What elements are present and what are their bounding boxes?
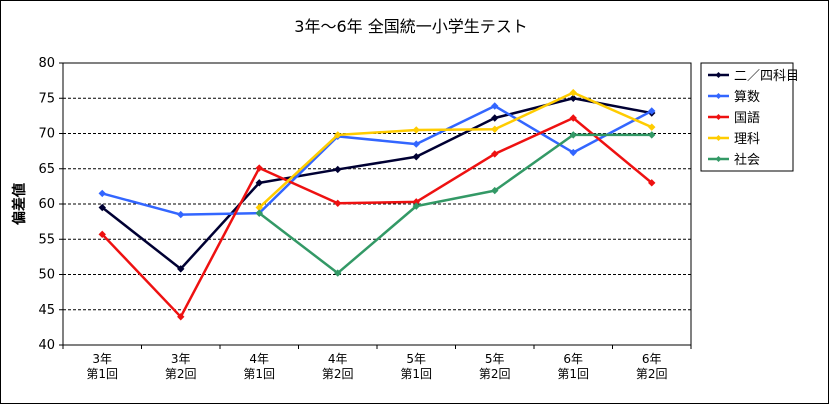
legend-item: 二／四科目 <box>708 69 799 84</box>
y-tick-label: 50 <box>38 268 55 283</box>
data-point <box>334 199 342 208</box>
legend-label: 算数 <box>734 90 760 105</box>
legend-item: 算数 <box>708 90 760 105</box>
data-point <box>334 131 342 139</box>
data-point <box>177 265 185 273</box>
legend-label: 理科 <box>734 132 760 147</box>
y-axis-label: 偏差値 <box>11 183 28 225</box>
chart-title: 3年〜6年 全国統一小学生テスト <box>294 17 527 36</box>
data-point <box>98 230 106 239</box>
legend-marker <box>715 93 722 99</box>
data-point <box>648 107 656 115</box>
x-tick-label: 3年第1回 <box>86 352 118 381</box>
data-point <box>648 179 656 187</box>
legend-marker <box>715 156 722 162</box>
data-point <box>491 186 499 195</box>
y-tick-label: 60 <box>38 197 55 212</box>
legend-item: 社会 <box>708 152 760 168</box>
data-point <box>255 179 263 187</box>
series-5 <box>255 131 656 277</box>
data-point <box>569 94 577 102</box>
x-tick-label: 5年第1回 <box>400 352 432 381</box>
legend-item: 国語 <box>708 110 760 126</box>
series-line <box>258 133 652 275</box>
y-tick-label: 65 <box>38 162 55 177</box>
data-point <box>255 209 263 217</box>
data-point <box>412 153 420 161</box>
x-tick-label: 3年第2回 <box>165 352 197 381</box>
data-point <box>412 140 420 148</box>
x-tick-label: 4年第2回 <box>322 352 354 381</box>
data-point <box>177 313 185 321</box>
plot-area <box>62 62 692 346</box>
legend-marker <box>715 114 722 120</box>
data-point <box>412 126 420 134</box>
data-point <box>569 88 577 97</box>
data-point <box>491 150 499 158</box>
data-point <box>491 102 499 110</box>
legend-item: 理科 <box>708 132 760 147</box>
data-point <box>255 164 263 172</box>
x-tick-label: 4年第1回 <box>243 352 275 381</box>
data-point <box>412 202 420 210</box>
data-point <box>569 148 577 157</box>
legend-label: 国語 <box>734 110 760 126</box>
y-tick-label: 45 <box>38 303 55 318</box>
series-layer <box>98 88 656 321</box>
data-point <box>569 114 577 122</box>
data-point <box>98 189 106 198</box>
series-line <box>258 91 653 209</box>
data-point <box>334 165 342 174</box>
x-tick-label: 5年第2回 <box>479 352 511 381</box>
legend-marker <box>715 135 722 141</box>
y-tick-label: 75 <box>38 91 55 106</box>
y-axis: 40 45 50 55 60 65 70 75 80 <box>38 56 63 353</box>
data-point <box>491 114 499 122</box>
x-tick-label: 6年第2回 <box>636 352 668 381</box>
data-point <box>648 123 656 131</box>
legend-label: 社会 <box>734 152 760 168</box>
data-point <box>569 131 577 139</box>
legend-label: 二／四科目 <box>734 69 799 84</box>
series-line <box>101 97 652 271</box>
series-3 <box>98 114 656 321</box>
data-point <box>177 210 185 219</box>
legend-marker <box>715 72 722 78</box>
x-tick-label: 6年第1回 <box>557 352 589 381</box>
data-point <box>98 203 106 212</box>
series-line <box>101 116 653 319</box>
y-tick-label: 80 <box>38 56 55 71</box>
series-4 <box>255 88 656 212</box>
y-tick-label: 70 <box>38 127 55 142</box>
x-axis: 3年第1回 3年第2回 4年第1回 4年第2回 5年第1回 5年第2回 6年第1回 6年第2回 <box>62 345 692 381</box>
data-point <box>491 125 499 133</box>
data-point <box>648 131 656 139</box>
y-tick-label: 40 <box>38 338 55 353</box>
data-point <box>334 269 342 277</box>
y-tick-label: 55 <box>38 232 55 247</box>
